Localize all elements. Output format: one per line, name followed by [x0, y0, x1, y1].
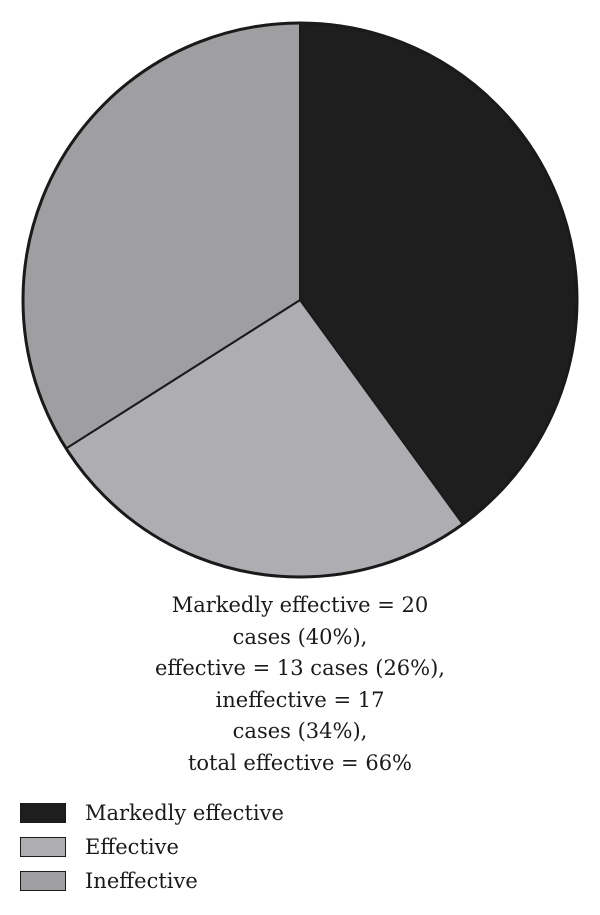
- annotation-line: total effective = 66%: [187, 750, 413, 775]
- legend-label: Effective: [85, 835, 179, 859]
- chart-annotation: Markedly effective = 20 cases (40%), eff…: [0, 590, 600, 779]
- legend-swatch: [20, 837, 66, 857]
- legend-item-effective: Effective: [20, 830, 284, 864]
- legend: Markedly effective Effective Ineffective: [20, 796, 284, 898]
- annotation-line: cases (34%),: [232, 719, 368, 743]
- legend-item-ineffective: Ineffective: [20, 864, 284, 898]
- legend-swatch: [20, 803, 66, 823]
- annotation-line: effective = 13 cases (26%),: [154, 656, 445, 680]
- pie-outline: [21, 21, 579, 579]
- pie-chart-svg: [21, 21, 579, 579]
- legend-label: Markedly effective: [85, 801, 284, 825]
- annotation-line: Markedly effective = 20: [171, 593, 429, 617]
- legend-swatch: [20, 871, 66, 891]
- annotation-line: ineffective = 17: [215, 687, 385, 712]
- pie-chart: [21, 21, 579, 579]
- legend-item-markedly-effective: Markedly effective: [20, 796, 284, 830]
- annotation-line: cases (40%),: [232, 624, 368, 649]
- legend-label: Ineffective: [85, 869, 198, 893]
